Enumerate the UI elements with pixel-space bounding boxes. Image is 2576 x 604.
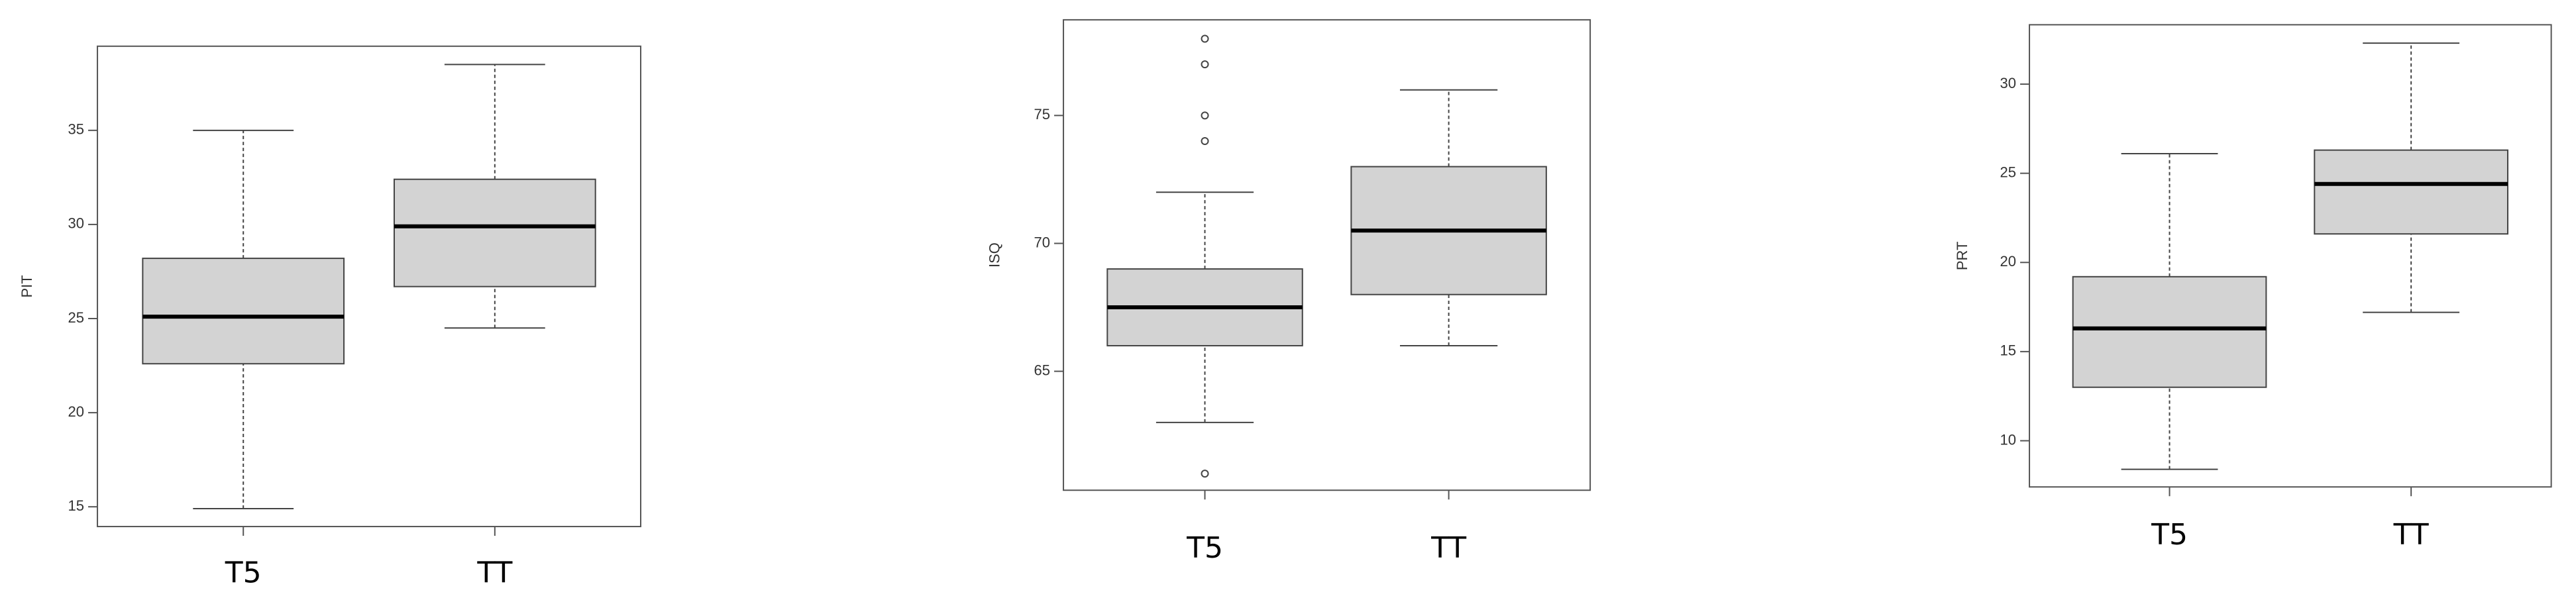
outlier [1201,60,1209,69]
outlier [1201,136,1209,145]
y-tick-label: 30 [2000,75,2016,91]
y-axis-label: ISQ [987,242,1003,268]
x-tick-label: T5 [1186,531,1223,565]
y-axis-label: PIT [19,275,35,297]
y-tick-label: 15 [2000,342,2016,359]
box [2314,149,2508,235]
outlier [1201,111,1209,120]
y-tick-label: 15 [68,497,84,514]
x-tick-label: T5 [225,556,262,589]
y-tick-label: 35 [68,121,84,138]
y-tick-label: 30 [68,215,84,232]
box [393,178,596,287]
y-tick-label: 75 [1034,106,1050,123]
plot-frame [97,45,642,528]
plot-frame [2029,24,2552,488]
y-tick-label: 25 [68,309,84,326]
plot-frame [1063,19,1591,491]
y-tick-label: 70 [1034,234,1050,250]
y-tick-label: 20 [2000,253,2016,270]
y-tick-label: 20 [68,403,84,420]
x-tick-label: TT [1430,531,1466,565]
x-tick-label: TT [2393,518,2429,552]
x-tick-label: T5 [2151,518,2188,552]
y-tick-label: 25 [2000,164,2016,180]
outlier [1201,34,1209,43]
outlier [1201,470,1209,478]
box [2072,276,2267,388]
box [142,258,345,365]
y-tick-label: 10 [2000,431,2016,448]
x-tick-label: TT [476,556,512,589]
y-axis-label: PRT [1954,242,1970,271]
y-tick-label: 65 [1034,362,1050,378]
